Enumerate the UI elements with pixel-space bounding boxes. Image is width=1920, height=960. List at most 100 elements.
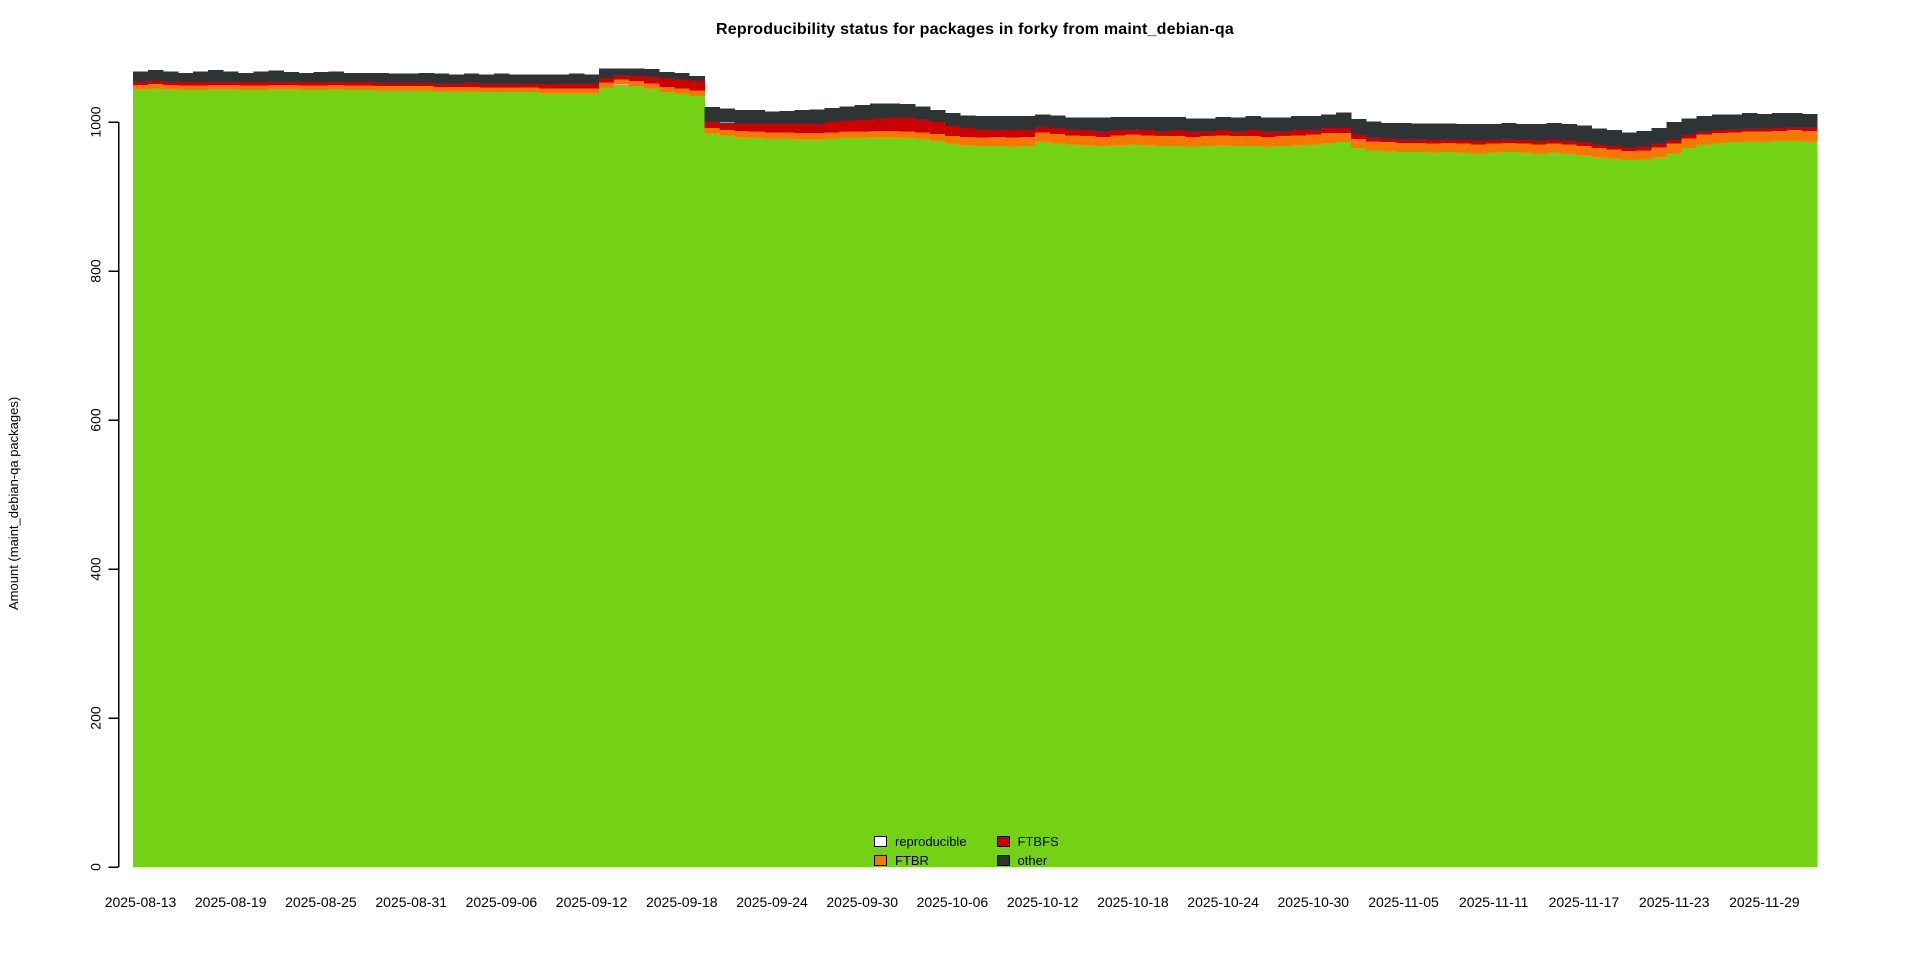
bar-segment-reproducible [1771,140,1788,868]
bar-segment-reproducible [899,137,916,867]
bar-segment-FTBR [824,132,841,139]
bar-segment-FTBFS [1260,130,1277,137]
bar-segment-reproducible [1140,145,1156,868]
bar-segment-FTBFS [1576,142,1592,146]
bar-segment-FTBR [1290,135,1307,146]
bar-segment-FTBR [193,85,209,90]
bar-segment-FTBFS [884,117,901,131]
legend-label-ftbr: FTBR [895,853,929,868]
chart-title: Reproducibility status for packages in f… [716,21,1234,38]
bar-segment-reproducible [1411,151,1427,868]
bar-segment-FTBR [1576,145,1592,155]
bar-segment-reproducible [523,92,540,867]
x-tick-label: 2025-08-13 [105,894,177,910]
bar-segment-FTBR [975,137,991,146]
bar-segment-FTBFS [1320,127,1337,134]
bar-segment-other [659,72,675,79]
bar-segment-other [899,104,916,118]
bar-segment-FTBR [1035,132,1051,142]
bar-segment-other [674,72,690,79]
bar-segment-FTBR [283,84,299,90]
bar-segment-reproducible [749,137,765,867]
bar-segment-FTBFS [1516,139,1532,144]
bar-segment-FTBFS [719,122,735,131]
bar-segment-other [193,71,209,82]
bar-segment-FTBFS [538,84,555,89]
bar-segment-FTBFS [1591,144,1607,149]
legend-item-ftbr: FTBR [874,853,967,868]
bar-segment-FTBR [749,131,765,138]
x-tick-label: 2025-09-12 [556,894,628,910]
bar-segment-FTBFS [1456,139,1472,144]
bar-segment-FTBFS [1771,127,1788,131]
bar-segment-FTBFS [1290,130,1307,136]
x-tick-label: 2025-09-18 [646,894,718,910]
bar-segment-other [418,72,435,83]
bar-segment-FTBFS [1050,127,1066,134]
bar-segment-FTBR [1561,144,1577,154]
bar-segment-other [734,110,750,124]
bar-segment-reproducible [238,89,254,868]
bar-segment-FTBR [1245,136,1262,146]
bar-segment-reproducible [1185,146,1201,868]
x-tick-label: 2025-08-25 [285,894,357,910]
bar-segment-other [1756,113,1773,129]
bar-segment-FTBFS [1621,147,1637,152]
bar-segment-FTBFS [869,118,886,131]
bar-segment-reproducible [433,91,450,867]
bar-segment-FTBR [1516,143,1532,153]
bar-segment-other [238,72,254,82]
bar-segment-other [644,69,660,77]
bar-segment-reproducible [403,90,420,867]
bar-segment-other [614,68,630,76]
bar-segment-FTBFS [1741,128,1758,132]
bar-segment-FTBR [1095,136,1111,146]
bar-segment-other [554,74,570,84]
bar-segment-FTBR [599,82,615,88]
bar-segment-reproducible [824,138,841,867]
bar-segment-reproducible [1561,153,1577,868]
bar-segment-FTBFS [1441,139,1457,143]
bar-segment-reproducible [1065,144,1081,868]
bar-segment-reproducible [148,88,164,868]
bar-segment-FTBR [133,84,149,90]
x-tick-label: 2025-09-06 [466,894,538,910]
bar-segment-other [749,110,765,124]
bar-segment-FTBFS [1215,130,1232,136]
bar-segment-reproducible [1080,145,1096,868]
bar-segment-FTBFS [1020,130,1036,137]
bar-segment-other [1561,124,1577,141]
bar-segment-FTBFS [1486,139,1502,144]
bar-segment-reproducible [1305,144,1322,868]
bar-segment-FTBR [223,84,239,90]
bar-segment-FTBFS [208,81,224,85]
bar-segment-FTBR [478,87,495,93]
bar-segment-other [1380,122,1397,139]
bar-segment-FTBFS [373,82,390,87]
bar-segment-other [990,116,1006,130]
bar-segment-other [223,71,239,82]
bar-segment-FTBR [1621,151,1637,160]
bar-segment-FTBR [298,85,314,90]
bar-segment-other [1005,116,1021,131]
bar-segment-other [1080,117,1096,131]
bar-segment-FTBFS [1035,126,1051,133]
bar-segment-FTBFS [584,83,600,89]
bar-segment-FTBFS [193,81,209,86]
bar-segment-FTBR [1471,144,1487,154]
bar-segment-reproducible [599,87,615,868]
bar-segment-FTBFS [1471,140,1487,145]
bar-segment-FTBFS [388,82,405,87]
bar-segment-other [1456,124,1472,140]
bar-segment-FTBFS [794,123,811,134]
bar-segment-FTBR [268,84,284,90]
bar-segment-reproducible [178,89,194,868]
bar-segment-reproducible [1155,145,1171,868]
bar-segment-other [313,72,329,82]
bar-segment-FTBR [1020,136,1036,146]
bar-segment-other [1531,124,1547,141]
bar-segment-FTBFS [1711,130,1728,134]
bar-segment-other [1711,114,1728,131]
y-tick-label: 1000 [88,106,104,137]
bar-segment-FTBR [1305,134,1322,145]
